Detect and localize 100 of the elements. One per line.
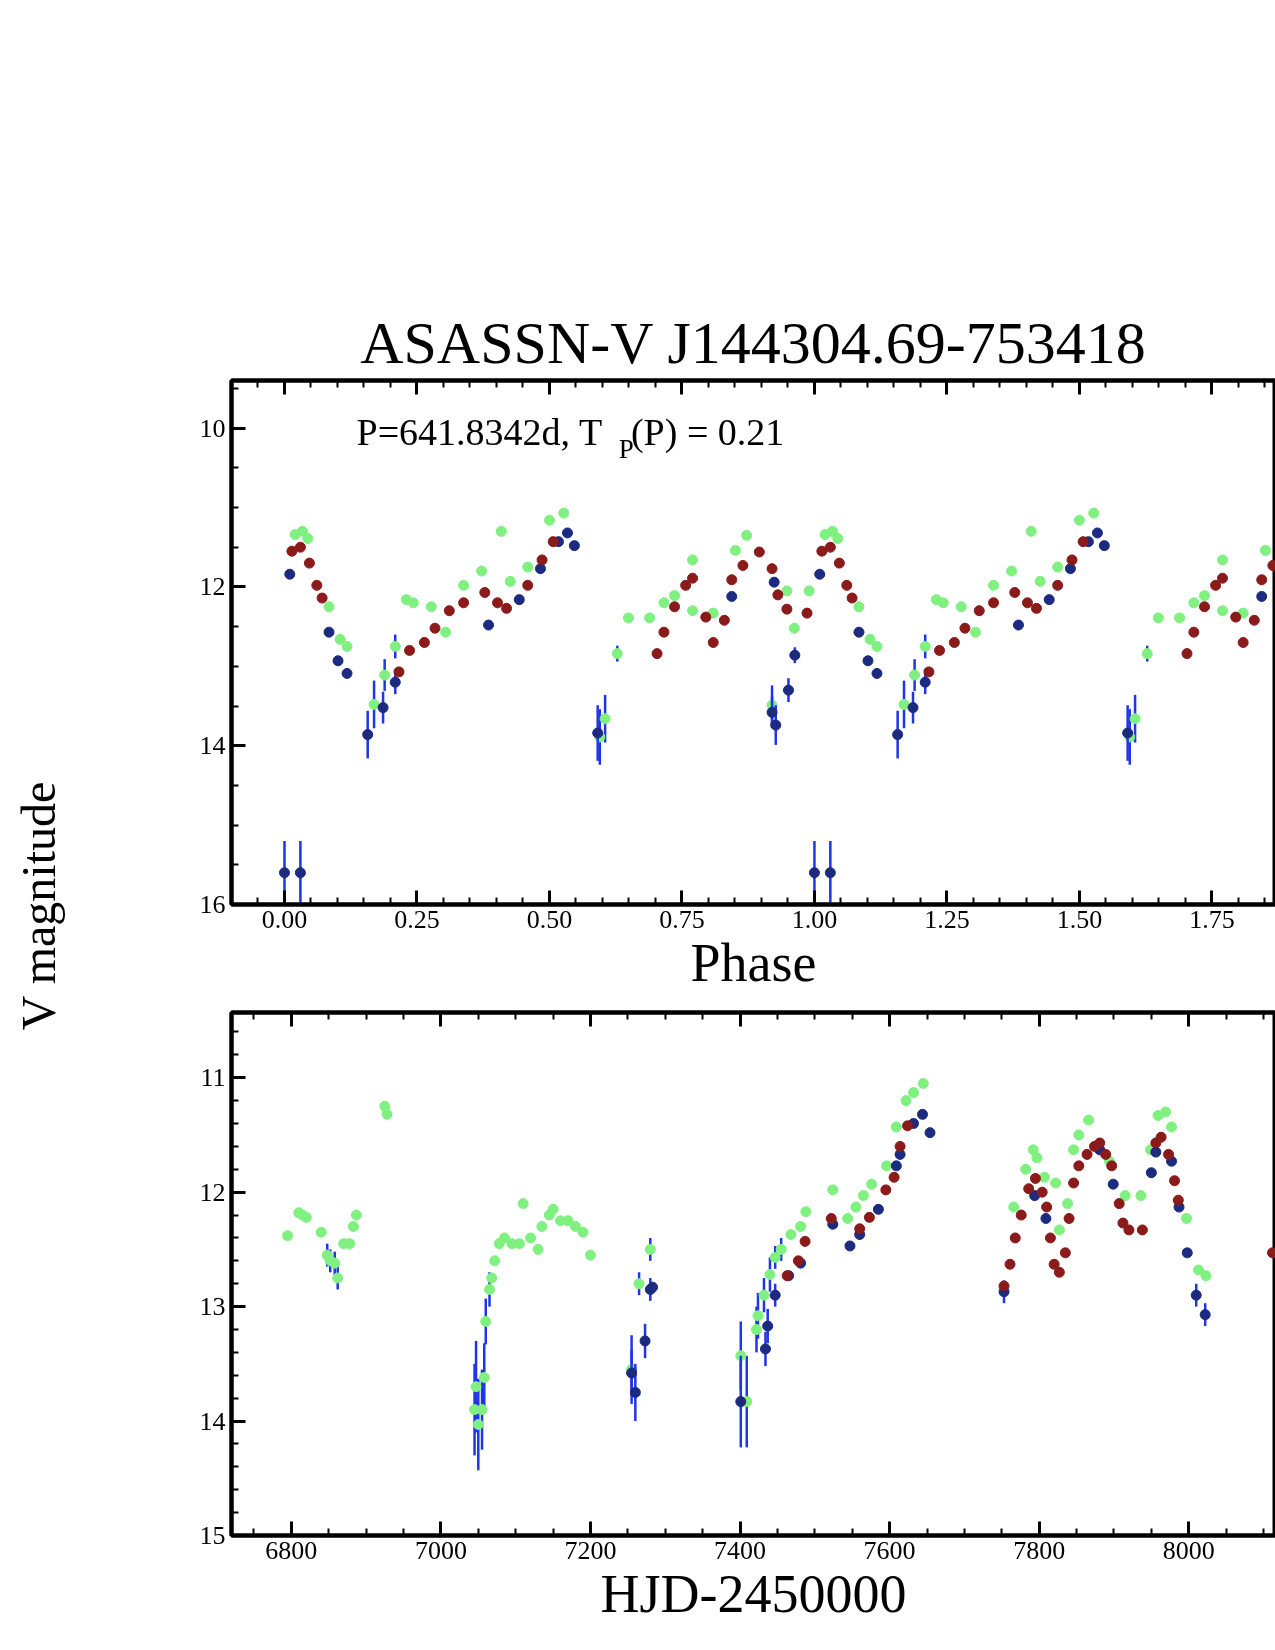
y-tick-label: 16 — [199, 890, 226, 919]
point — [1043, 594, 1055, 606]
point — [332, 655, 344, 667]
point — [1048, 1258, 1060, 1270]
point — [998, 1280, 1010, 1292]
point — [443, 605, 455, 617]
point — [513, 594, 525, 606]
x-tick-label: 1.75 — [1189, 904, 1235, 934]
point — [1068, 1177, 1080, 1189]
point — [1081, 1148, 1093, 1160]
point — [871, 667, 883, 679]
point — [862, 655, 874, 667]
point — [1150, 1146, 1162, 1158]
point — [1073, 1160, 1085, 1172]
point — [393, 666, 405, 678]
point — [1015, 1209, 1027, 1221]
point — [1248, 614, 1260, 626]
point — [789, 649, 801, 661]
point — [316, 592, 328, 604]
point — [687, 572, 699, 584]
point — [853, 626, 865, 638]
x-tick-label: 0.25 — [394, 904, 440, 934]
point — [651, 648, 663, 660]
y-tick-label: 10 — [199, 413, 226, 443]
x-axis-title: HJD-2450000 — [600, 1563, 907, 1624]
point — [846, 592, 858, 604]
x-tick-label: 1.50 — [1056, 904, 1103, 934]
point — [948, 637, 960, 648]
x-tick-label: 0.50 — [526, 904, 573, 934]
point — [919, 676, 931, 688]
y-tick-label: 14 — [199, 731, 226, 761]
point — [1040, 1213, 1052, 1224]
point — [700, 611, 712, 623]
x-tick-label: 6800 — [265, 1535, 318, 1565]
x-tick-label: 1.25 — [924, 904, 970, 934]
x-tick-label: 7400 — [714, 1535, 767, 1565]
point — [1136, 1224, 1148, 1236]
point — [824, 867, 836, 879]
point — [769, 1289, 781, 1301]
x-axis-title: Phase — [690, 932, 817, 993]
point — [1190, 1289, 1202, 1301]
point — [759, 1343, 771, 1355]
point — [718, 614, 730, 626]
point — [1117, 1217, 1129, 1229]
point — [888, 1171, 900, 1183]
point — [341, 667, 353, 679]
point — [629, 1386, 641, 1398]
point — [1107, 1178, 1119, 1190]
point — [1181, 1247, 1193, 1259]
point — [934, 644, 946, 656]
point — [1145, 1167, 1157, 1179]
y-tick-label: 15 — [199, 1521, 226, 1550]
point — [973, 605, 985, 617]
point — [872, 1203, 884, 1215]
point — [1091, 527, 1103, 539]
y-tick-label: 11 — [200, 1063, 226, 1093]
point — [825, 1213, 837, 1224]
point — [1217, 572, 1229, 584]
point — [782, 684, 794, 696]
point — [1100, 1148, 1112, 1160]
point — [1155, 1131, 1167, 1143]
point — [808, 867, 820, 879]
point — [1053, 1266, 1065, 1278]
point — [841, 579, 853, 591]
point — [303, 557, 315, 569]
point — [1059, 1247, 1071, 1259]
point — [1030, 602, 1042, 614]
y-tick-label: 14 — [199, 1406, 226, 1436]
point — [311, 579, 323, 591]
point — [1169, 1175, 1181, 1187]
point — [377, 702, 389, 714]
point — [561, 527, 573, 539]
point — [278, 867, 290, 879]
point — [863, 1211, 875, 1223]
point — [294, 867, 306, 879]
point — [770, 719, 782, 731]
x-tick-label: 7200 — [564, 1535, 617, 1565]
point — [1066, 554, 1078, 566]
x-tick-label: 0.00 — [261, 904, 308, 934]
point — [362, 729, 374, 741]
point — [534, 563, 546, 575]
point — [568, 540, 580, 552]
point — [894, 1140, 906, 1152]
point — [1023, 1183, 1035, 1195]
point — [1106, 1160, 1118, 1172]
point — [890, 1160, 902, 1172]
point — [988, 597, 1000, 609]
x-tick-label: 7800 — [1013, 1535, 1066, 1565]
point — [1181, 648, 1193, 660]
point — [1113, 1198, 1125, 1210]
point — [458, 597, 470, 609]
point — [917, 1108, 929, 1120]
point — [1021, 597, 1033, 609]
point — [1098, 540, 1110, 552]
x-tick-label: 0.75 — [659, 904, 705, 934]
point — [1064, 563, 1076, 575]
y-tick-label: 12 — [199, 1177, 226, 1207]
point — [323, 626, 335, 638]
point — [1063, 1213, 1075, 1224]
point — [1009, 586, 1021, 598]
